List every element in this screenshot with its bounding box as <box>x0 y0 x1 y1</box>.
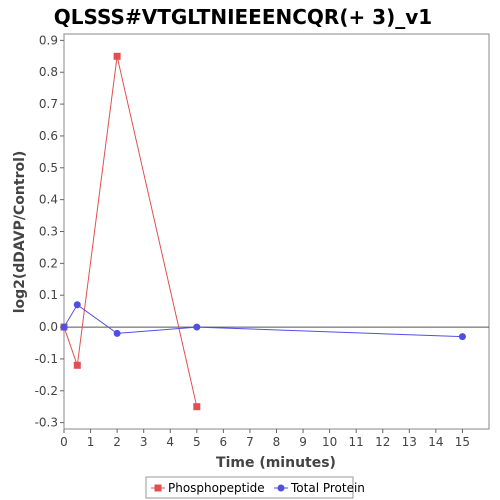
legend-marker <box>277 484 285 492</box>
y-tick-label: -0.1 <box>35 352 58 366</box>
x-tick-label: 5 <box>193 435 201 449</box>
x-tick-label: 3 <box>140 435 148 449</box>
x-tick-label: 8 <box>273 435 281 449</box>
data-point <box>113 52 121 60</box>
x-tick-label: 15 <box>455 435 470 449</box>
y-tick-label: 0.5 <box>39 161 58 175</box>
x-axis-label: Time (minutes) <box>216 455 336 471</box>
plot-area <box>63 33 490 430</box>
y-tick-label: 0.8 <box>39 65 58 79</box>
y-tick-label: -0.2 <box>35 384 58 398</box>
legend: Phosphopeptide Total Protein <box>145 476 365 499</box>
data-point <box>113 329 121 337</box>
legend-item-total-protein: Total Protein <box>274 481 365 495</box>
y-tick-label: -0.3 <box>35 416 58 430</box>
y-axis-label: log2(dDAVP/Control) <box>12 151 28 314</box>
series-line-phosphopeptide <box>63 56 198 407</box>
series-layer <box>60 52 466 411</box>
y-tick-label: 0.0 <box>39 320 58 334</box>
y-axis: -0.3 -0.2 -0.1 0.0 0.1 0.2 0.3 0.4 0.5 0.6 0.7 0.8 0… <box>35 33 64 430</box>
x-tick-label: 13 <box>402 435 417 449</box>
series-total-protein <box>60 301 466 341</box>
x-tick-label: 6 <box>220 435 228 449</box>
x-tick-label: 11 <box>349 435 364 449</box>
y-tick-label: 0.1 <box>39 288 58 302</box>
legend-marker <box>154 484 162 492</box>
data-point <box>73 301 81 309</box>
x-tick-label: 4 <box>166 435 174 449</box>
data-point <box>73 361 81 369</box>
data-point <box>193 323 201 331</box>
y-tick-label: 0.2 <box>39 256 58 270</box>
data-point <box>60 323 68 331</box>
plot-frame <box>63 33 490 430</box>
chart-title: QLSSS#VTGLTNIEEENCQR(+ 3)_v1 <box>54 5 432 29</box>
legend-item-phosphopeptide: Phosphopeptide <box>151 481 265 495</box>
y-tick-label: 0.7 <box>39 97 58 111</box>
data-point <box>193 403 201 411</box>
y-tick-label: 0.9 <box>39 33 58 47</box>
x-tick-label: 10 <box>322 435 337 449</box>
data-point <box>458 333 466 341</box>
y-tick-label: 0.6 <box>39 129 58 143</box>
y-tick-label: 0.4 <box>39 193 58 207</box>
x-tick-label: 12 <box>375 435 390 449</box>
x-tick-label: 9 <box>299 435 307 449</box>
x-axis: 0 1 2 3 4 5 6 7 8 9 10 11 12 13 14 15 <box>60 429 470 449</box>
x-tick-label: 1 <box>87 435 95 449</box>
y-tick-label: 0.3 <box>39 225 58 239</box>
legend-label: Phosphopeptide <box>168 481 265 495</box>
x-tick-label: 2 <box>113 435 121 449</box>
x-tick-label: 7 <box>246 435 254 449</box>
legend-label: Total Protein <box>290 481 365 495</box>
legend-box <box>145 476 354 499</box>
x-tick-label: 0 <box>60 435 68 449</box>
x-tick-label: 14 <box>428 435 443 449</box>
